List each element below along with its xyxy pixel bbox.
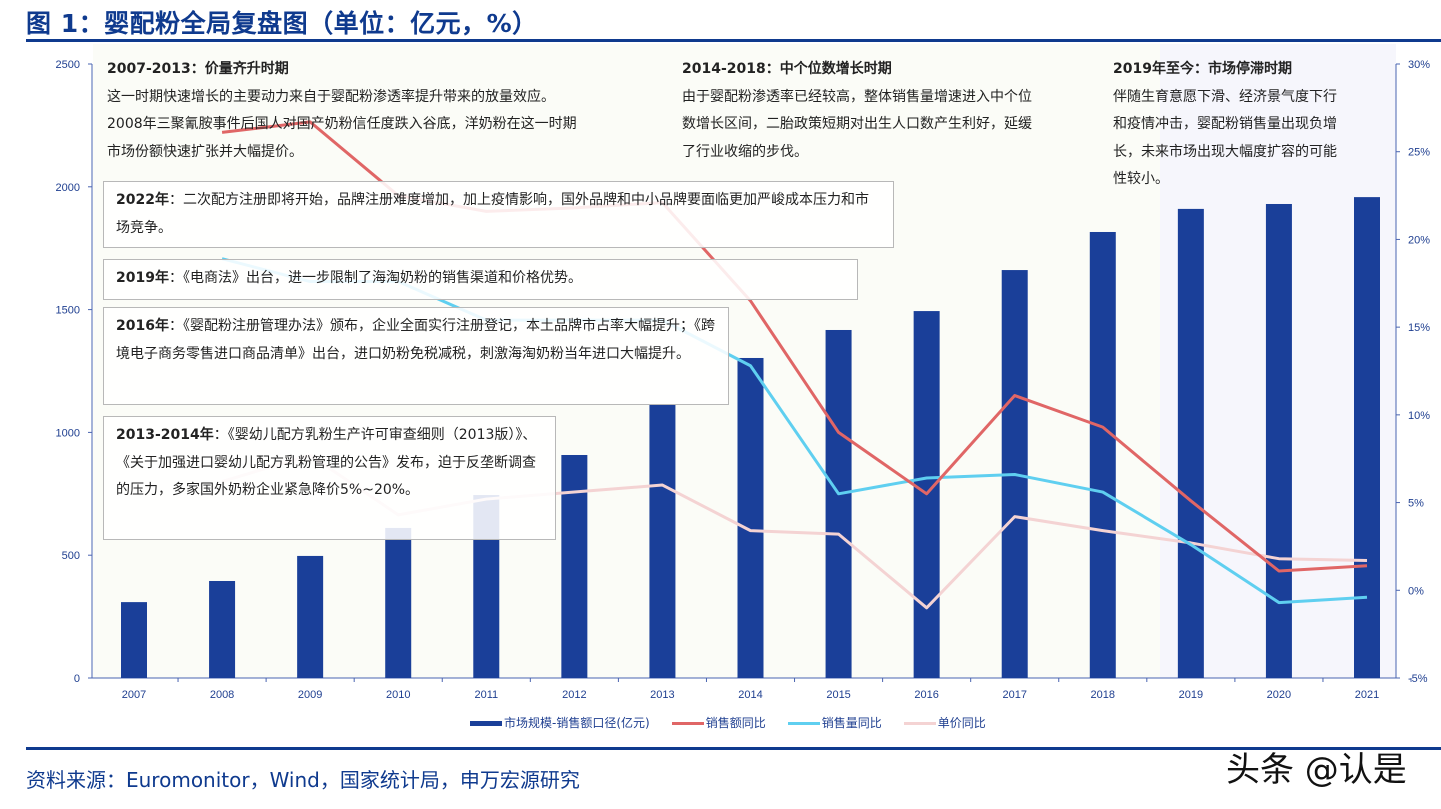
x-tick-label: 2009 [298,689,322,701]
x-tick-label: 2012 [562,689,586,701]
period-line: 和疫情冲击，婴配粉销售量出现负增 [1113,116,1337,132]
x-tick-label: 2015 [826,689,850,701]
period-line: 性较小。 [1113,171,1169,187]
bar-2008 [209,580,236,678]
bar-2014 [737,357,764,678]
period-line: 2008年三聚氰胺事件后国人对国产奶粉信任度跌入谷底，洋奶粉在这一时期 [107,116,577,132]
bar-2007 [121,602,147,678]
x-tick-label: 2016 [914,689,938,701]
x-tick-label: 2020 [1267,689,1291,701]
legend-swatch [787,722,820,725]
x-tick-label: 2018 [1091,689,1115,701]
legend-label: 销售量同比 [821,716,882,730]
event-text: ：《婴配粉注册管理办法》颁布，企业全面实行注册登记，本土品牌市占率大幅提升；《跨… [116,318,715,362]
bar-2015 [825,329,852,678]
event-text: ：《婴幼儿配方乳粉生产许可审查细则（2013版）》、《关于加强进口婴幼儿配方乳粉… [116,427,537,498]
event-text: ：《电商法》出台，进一步限制了海淘奶粉的销售渠道和价格优势。 [168,270,582,286]
legend-label: 销售额同比 [705,716,766,730]
left-tick-label: 2500 [56,59,80,71]
event-text: ：二次配方注册即将开始，品牌注册难度增加，加上疫情影响，国外品牌和中小品牌要面临… [116,192,869,236]
event-year: 2022年 [116,192,169,208]
period-2007-2013: 2007-2013：价量齐升时期 这一时期快速增长的主要动力来自于婴配粉渗透率提… [107,56,577,166]
source-note: 资料来源：Euromonitor，Wind，国家统计局，申万宏源研究 [26,768,580,792]
bar-2012 [561,454,588,678]
period-heading: 2019年至今：市场停滞时期 [1113,61,1292,77]
bar-2009 [297,555,324,678]
legend: 市场规模-销售额口径(亿元) 销售额同比 销售量同比 单价同比 [470,714,986,731]
legend-swatch [903,722,936,725]
bar-2013 [649,404,676,678]
right-tick-label: 0% [1408,585,1424,597]
legend-swatch [671,722,704,725]
period-line: 长，未来市场出现大幅度扩容的可能 [1113,143,1337,160]
period-line: 由于婴配粉渗透率已经较高，整体销售量增速进入中个位 [682,88,1032,105]
x-tick-label: 2011 [474,689,498,701]
period-heading: 2014-2018：中个位数增长时期 [682,61,892,77]
period-line: 了行业收缩的步伐。 [682,143,808,160]
event-box-2016: 2016年：《婴配粉注册管理办法》颁布，企业全面实行注册登记，本土品牌市占率大幅… [103,307,729,405]
event-year: 2016年 [116,318,169,334]
period-line: 伴随生育意愿下滑、经济景气度下行 [1113,88,1337,105]
x-tick-label: 2021 [1355,689,1379,701]
event-year: 2013-2014年 [116,427,214,443]
left-tick-label: 0 [74,673,80,685]
left-tick-label: 1000 [56,427,80,439]
right-tick-label: 10% [1408,410,1430,422]
bar-2019 [1177,208,1204,679]
right-tick-label: -5% [1408,673,1428,685]
x-tick-label: 2013 [650,689,674,701]
x-tick-label: 2008 [210,689,234,701]
period-line: 这一时期快速增长的主要动力来自于婴配粉渗透率提升带来的放量效应。 [107,88,555,105]
title-rule [26,39,1441,42]
period-2019-now: 2019年至今：市场停滞时期 伴随生育意愿下滑、经济景气度下行 和疫情冲击，婴配… [1113,56,1337,194]
period-2014-2018: 2014-2018：中个位数增长时期 由于婴配粉渗透率已经较高，整体销售量增速进… [682,56,1032,166]
footer-rule [26,747,1441,750]
left-tick-label: 500 [62,550,80,562]
event-box-2013-2014: 2013-2014年：《婴幼儿配方乳粉生产许可审查细则（2013版）》、《关于加… [103,416,556,540]
period-line: 数增长区间，二胎政策短期对出生人口数产生利好，延缓 [682,116,1032,132]
watermark: 头条 @认是 [1226,750,1407,790]
x-tick-label: 2019 [1179,689,1203,701]
legend-item: 市场规模-销售额口径(亿元) [470,714,650,731]
x-tick-label: 2010 [386,689,410,701]
legend-swatch [470,721,502,726]
right-tick-label: 30% [1408,59,1430,71]
event-box-2019: 2019年：《电商法》出台，进一步限制了海淘奶粉的销售渠道和价格优势。 [103,259,858,300]
x-tick-label: 2007 [122,689,146,701]
legend-label: 市场规模-销售额口径(亿元) [504,716,650,730]
bar-2010 [385,527,412,678]
right-tick-label: 20% [1408,234,1430,246]
left-tick-label: 1500 [56,305,80,317]
right-tick-label: 25% [1408,147,1430,159]
right-tick-label: 15% [1408,322,1430,334]
bar-2020 [1265,203,1292,678]
bar-2021 [1354,197,1380,678]
figure-title: 图 1：婴配粉全局复盘图（单位：亿元，%） [26,9,538,38]
bar-2018 [1089,231,1116,678]
period-line: 市场份额快速扩张并大幅提价。 [107,143,303,160]
legend-item: 销售量同比 [787,714,882,731]
legend-item: 销售额同比 [671,714,766,731]
x-tick-label: 2017 [1002,689,1026,701]
legend-item: 单价同比 [903,714,986,731]
period-heading: 2007-2013：价量齐升时期 [107,61,289,77]
legend-label: 单价同比 [937,716,986,730]
left-tick-label: 2000 [56,182,80,194]
event-box-2022: 2022年：二次配方注册即将开始，品牌注册难度增加，加上疫情影响，国外品牌和中小… [103,181,894,248]
x-tick-label: 2014 [738,689,762,701]
event-year: 2019年 [116,270,169,286]
right-tick-label: 5% [1408,498,1424,510]
